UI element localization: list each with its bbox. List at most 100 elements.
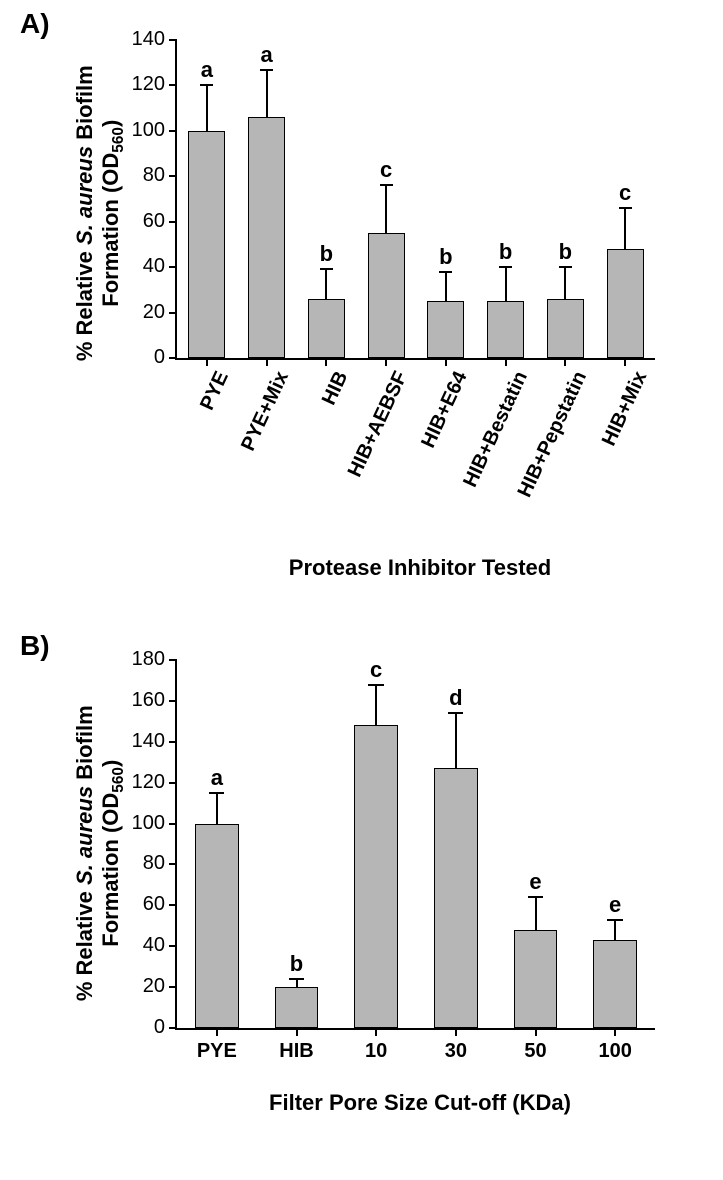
xtick-label: 50	[496, 1040, 576, 1063]
xtick	[216, 1028, 218, 1036]
significance-letter: b	[282, 951, 312, 977]
significance-letter: a	[192, 57, 222, 83]
ytick-label: 20	[117, 975, 165, 998]
bar	[547, 299, 584, 358]
xtick-label: PYE	[177, 1040, 257, 1063]
error-cap	[607, 919, 622, 921]
ytick	[169, 266, 177, 268]
plot-b: 020406080100120140160180aPYEbHIBc10d30e5…	[175, 660, 655, 1030]
ytick-label: 160	[117, 689, 165, 712]
error-cap	[289, 978, 304, 980]
error-bar	[455, 713, 457, 768]
significance-letter: c	[610, 180, 640, 206]
ytick	[169, 221, 177, 223]
error-bar	[266, 70, 268, 118]
error-cap	[320, 268, 333, 270]
ytick	[169, 39, 177, 41]
error-bar	[535, 897, 537, 930]
error-cap	[260, 69, 273, 71]
error-cap	[368, 684, 383, 686]
ytick	[169, 312, 177, 314]
ylabel-text: % Relative	[72, 885, 97, 1001]
ylabel-italic: S. aureus	[72, 786, 97, 885]
error-cap	[209, 792, 224, 794]
significance-letter: e	[521, 869, 551, 895]
error-bar	[385, 185, 387, 233]
xtick-label: 10	[336, 1040, 416, 1063]
xtick	[296, 1028, 298, 1036]
error-bar	[375, 685, 377, 726]
ytick	[169, 823, 177, 825]
error-cap	[528, 896, 543, 898]
ytick-label: 80	[117, 852, 165, 875]
ytick	[169, 659, 177, 661]
xtick	[325, 358, 327, 366]
significance-letter: b	[550, 239, 580, 265]
ytick	[169, 700, 177, 702]
error-bar	[614, 920, 616, 940]
significance-letter: d	[441, 685, 471, 711]
error-cap	[439, 271, 452, 273]
bar	[308, 299, 345, 358]
ytick-label: 120	[117, 771, 165, 794]
xtick	[445, 358, 447, 366]
chart-b: % Relative S. aureus Biofilm Formation (…	[60, 650, 680, 1160]
xtick-label: HIB+Mix	[598, 368, 652, 450]
error-bar	[445, 272, 447, 302]
error-bar	[206, 85, 208, 130]
ytick-label: 180	[117, 648, 165, 671]
significance-letter: a	[252, 42, 282, 68]
xtick	[206, 358, 208, 366]
ylabel-italic: S. aureus	[72, 146, 97, 245]
xtick	[614, 1028, 616, 1036]
bar	[248, 117, 285, 358]
ytick	[169, 863, 177, 865]
bar	[275, 987, 319, 1028]
xtick-label: PYE+Mix	[237, 368, 294, 455]
figure-container: A) % Relative S. aureus Biofilm Formatio…	[0, 0, 723, 1180]
chart-a-xlabel: Protease Inhibitor Tested	[220, 555, 620, 581]
ytick-label: 120	[117, 73, 165, 96]
bar	[487, 301, 524, 358]
xtick-label: HIB	[318, 368, 353, 409]
ytick-label: 100	[117, 119, 165, 142]
error-cap	[448, 712, 463, 714]
ytick-label: 100	[117, 812, 165, 835]
xtick	[375, 1028, 377, 1036]
error-bar	[216, 793, 218, 824]
significance-letter: a	[202, 765, 232, 791]
bar	[368, 233, 405, 358]
ytick	[169, 357, 177, 359]
ytick-label: 40	[117, 934, 165, 957]
xtick-label: HIB	[257, 1040, 337, 1063]
bar	[188, 131, 225, 358]
xtick-label: 100	[575, 1040, 655, 1063]
bar	[195, 824, 239, 1028]
error-bar	[505, 267, 507, 301]
ytick	[169, 782, 177, 784]
ytick-label: 60	[117, 893, 165, 916]
error-cap	[619, 207, 632, 209]
error-cap	[499, 266, 512, 268]
ytick-label: 60	[117, 210, 165, 233]
significance-letter: c	[361, 657, 391, 683]
significance-letter: e	[600, 892, 630, 918]
error-cap	[200, 84, 213, 86]
ytick	[169, 904, 177, 906]
ytick	[169, 175, 177, 177]
xtick-label: 30	[416, 1040, 496, 1063]
xtick	[564, 358, 566, 366]
bar	[354, 725, 398, 1028]
error-bar	[325, 269, 327, 299]
ytick-label: 0	[117, 1016, 165, 1039]
significance-letter: b	[431, 244, 461, 270]
chart-b-xlabel: Filter Pore Size Cut-off (KDa)	[210, 1090, 630, 1116]
plot-a: 020406080100120140aPYEaPYE+MixbHIBcHIB+A…	[175, 40, 655, 360]
ylabel-text-end: Biofilm	[72, 705, 97, 786]
ylabel-text: % Relative	[72, 245, 97, 361]
panel-b-label: B)	[20, 630, 50, 662]
ytick-label: 80	[117, 164, 165, 187]
xtick-label: PYE	[196, 368, 234, 414]
bar	[427, 301, 464, 358]
ytick-label: 0	[117, 346, 165, 369]
